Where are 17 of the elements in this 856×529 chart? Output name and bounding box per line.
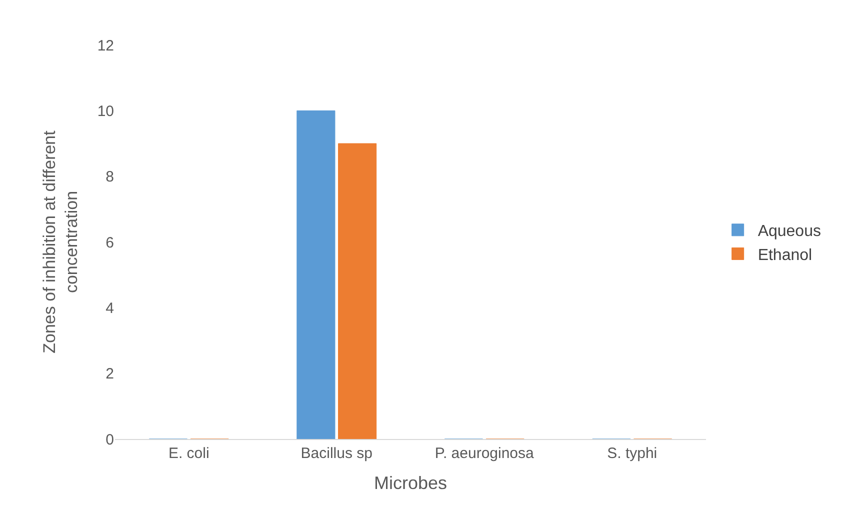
x-tick-label: S. typhi [607, 445, 658, 462]
legend-label: Ethanol [758, 246, 812, 264]
y-tick-label: 10 [97, 102, 114, 120]
legend-label: Aqueous [758, 223, 821, 240]
x-tick-label: P. aeuroginosa [434, 445, 535, 462]
y-tick-label: 8 [106, 168, 114, 186]
y-tick-label: 6 [106, 234, 114, 252]
y-tick-label: 2 [106, 366, 114, 383]
x-tick-label: E. coli [168, 445, 210, 462]
bar [296, 110, 336, 439]
y-tick-label: 12 [97, 37, 114, 54]
y-tick-label: 0 [106, 431, 114, 448]
y-tick-label: 4 [106, 300, 114, 317]
bar [338, 143, 377, 439]
y-axis-title: Zones of inhibition at different concentration [40, 130, 81, 354]
x-axis-title: Microbes [374, 473, 448, 494]
x-tick-label: Bacillus sp [300, 445, 372, 462]
